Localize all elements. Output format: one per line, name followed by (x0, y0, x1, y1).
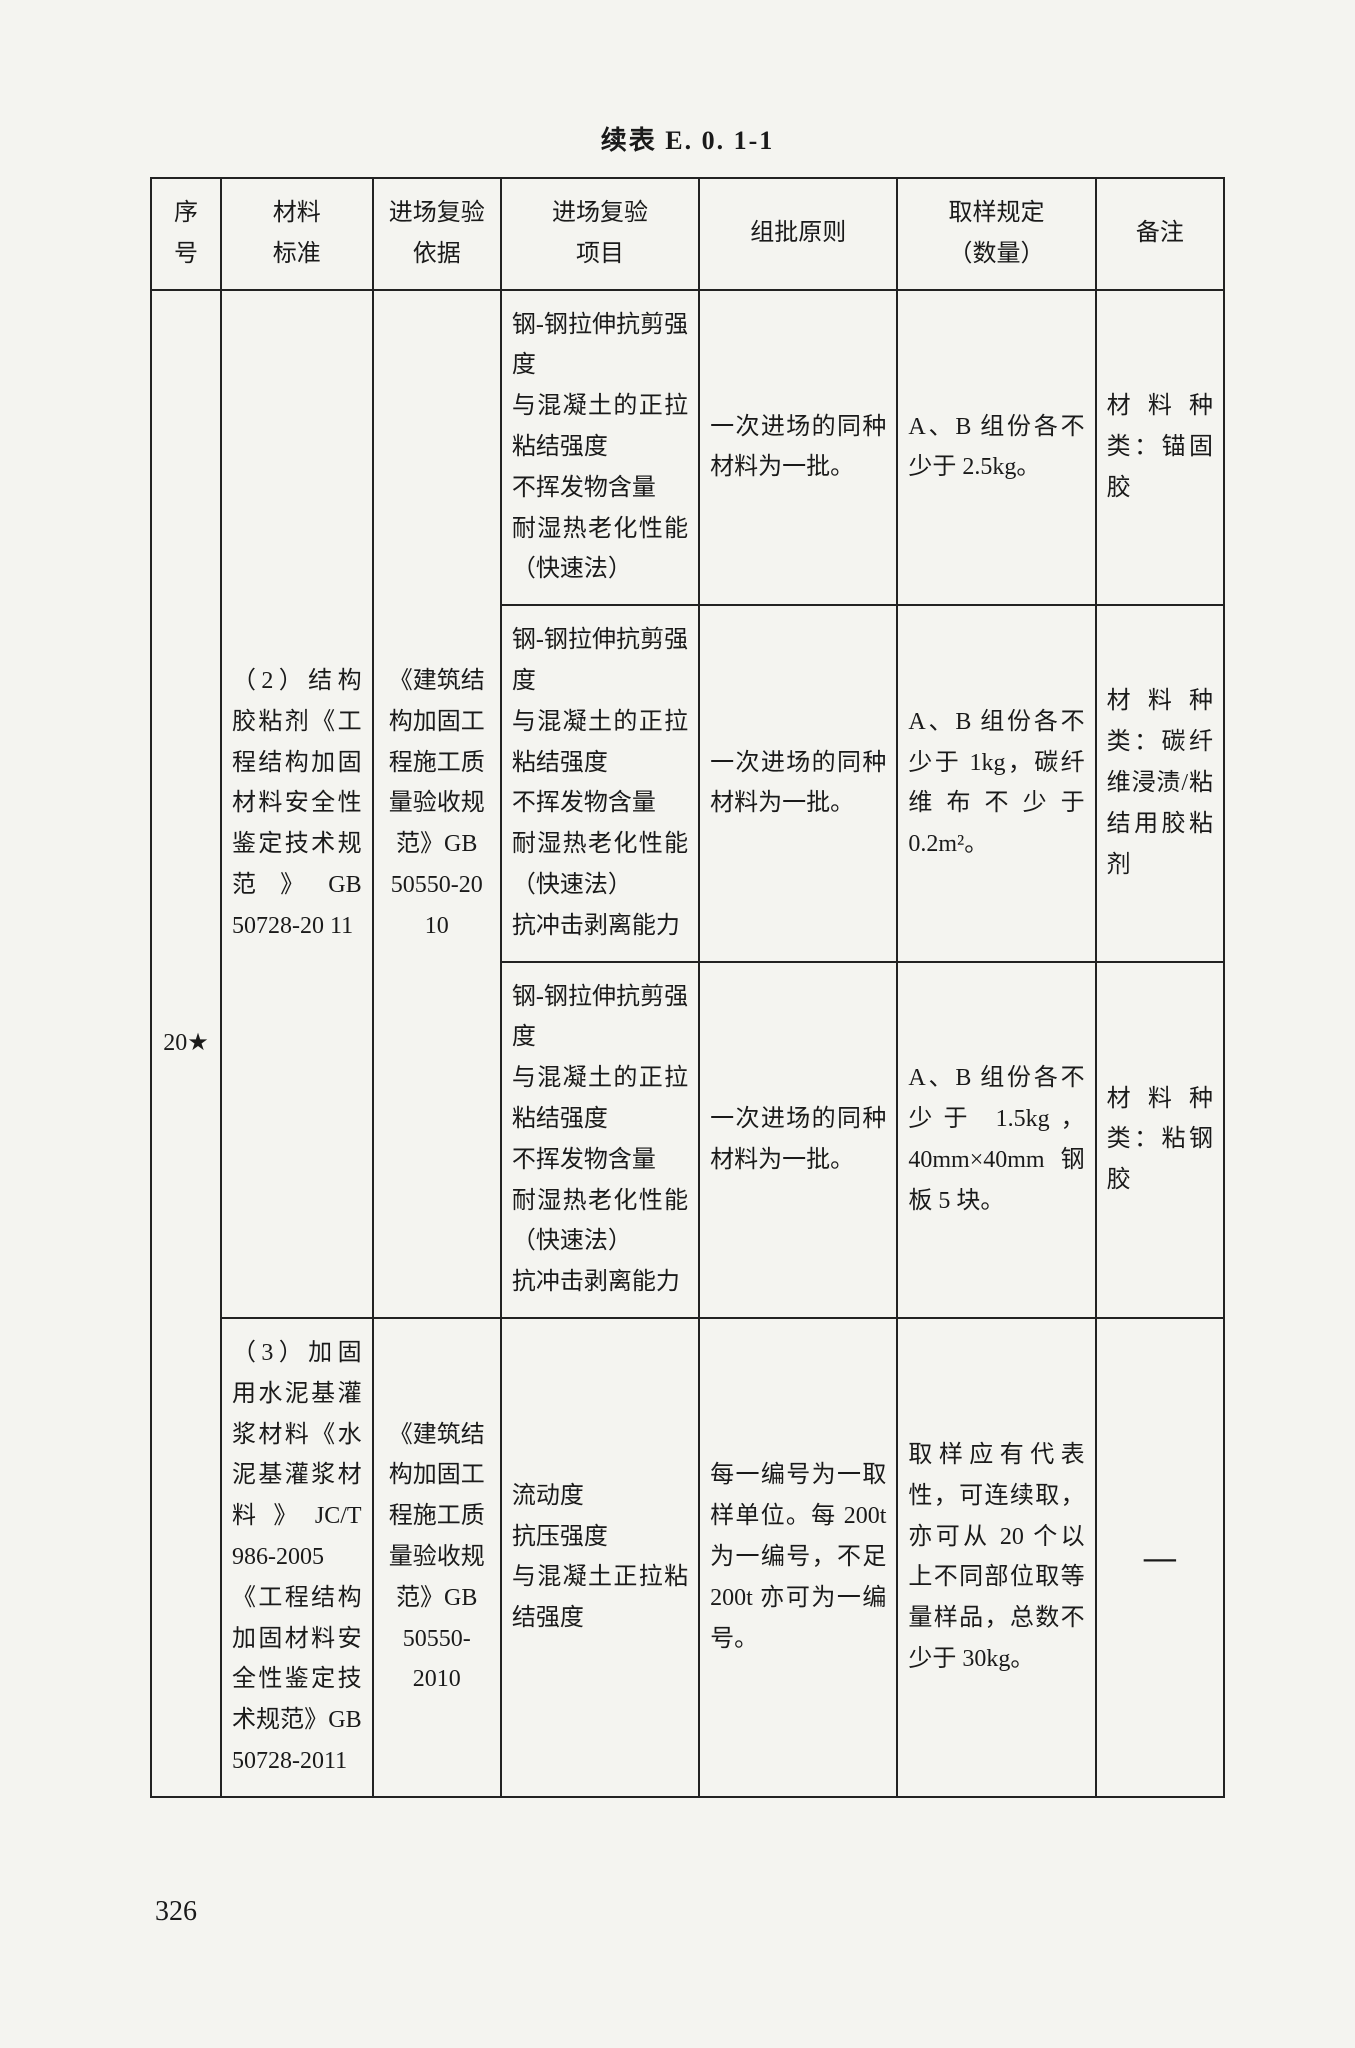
cell-basis-block1: 《建筑结构加固工程施工质量验收规范》GB 50550-20 10 (373, 290, 501, 1318)
cell-samp: A、B 组份各不少于 1.5kg，40mm×40mm 钢板 5 块。 (897, 962, 1095, 1318)
col-batch: 组批原则 (699, 178, 897, 290)
cell-note: 材料种类：粘钢胶 (1096, 962, 1224, 1318)
col-item: 进场复验项目 (501, 178, 699, 290)
cell-batch: 每一编号为一取样单位。每 200t 为一编号，不足 200t 亦可为一编号。 (699, 1318, 897, 1797)
document-page: 续表 E. 0. 1-1 序号 材料标准 进场复验依据 进场复验项目 组批原则 … (0, 0, 1355, 2048)
cell-basis-block2: 《建筑结构加固工程施工质量验收规范》GB 50550-2010 (373, 1318, 501, 1797)
spec-table: 序号 材料标准 进场复验依据 进场复验项目 组批原则 取样规定（数量） 备注 2… (150, 177, 1225, 1798)
cell-batch: 一次进场的同种材料为一批。 (699, 290, 897, 606)
col-std: 材料标准 (221, 178, 373, 290)
col-note: 备注 (1096, 178, 1224, 290)
table-header-row: 序号 材料标准 进场复验依据 进场复验项目 组批原则 取样规定（数量） 备注 (151, 178, 1224, 290)
cell-item: 流动度抗压强度与混凝土正拉粘结强度 (501, 1318, 699, 1797)
col-seq: 序号 (151, 178, 221, 290)
cell-item: 钢-钢拉伸抗剪强度与混凝土的正拉粘结强度不挥发物含量耐湿热老化性能（快速法）抗冲… (501, 962, 699, 1318)
cell-std-block1: （2）结构胶粘剂《工程结构加固材料安全性鉴定技术规范》GB 50728-20 1… (221, 290, 373, 1318)
cell-samp: 取样应有代表性，可连续取，亦可从 20 个以上不同部位取等量样品，总数不少于 3… (897, 1318, 1095, 1797)
cell-std-block2: （3）加固用水泥基灌浆材料《水泥基灌浆材料》JC/T 986-2005《工程结构… (221, 1318, 373, 1797)
table-row: （3）加固用水泥基灌浆材料《水泥基灌浆材料》JC/T 986-2005《工程结构… (151, 1318, 1224, 1797)
cell-note: 材料种类：碳纤维浸渍/粘结用胶粘剂 (1096, 605, 1224, 961)
cell-note: — (1096, 1318, 1224, 1797)
cell-seq: 20★ (151, 290, 221, 1797)
cell-item: 钢-钢拉伸抗剪强度与混凝土的正拉粘结强度不挥发物含量耐湿热老化性能（快速法） (501, 290, 699, 606)
cell-samp: A、B 组份各不少于 2.5kg。 (897, 290, 1095, 606)
cell-batch: 一次进场的同种材料为一批。 (699, 962, 897, 1318)
table-row: 20★ （2）结构胶粘剂《工程结构加固材料安全性鉴定技术规范》GB 50728-… (151, 290, 1224, 606)
table-caption: 续表 E. 0. 1-1 (150, 120, 1225, 157)
col-samp: 取样规定（数量） (897, 178, 1095, 290)
page-number: 326 (155, 1896, 197, 1928)
cell-note: 材料种类：锚固胶 (1096, 290, 1224, 606)
cell-batch: 一次进场的同种材料为一批。 (699, 605, 897, 961)
col-basis: 进场复验依据 (373, 178, 501, 290)
cell-item: 钢-钢拉伸抗剪强度与混凝土的正拉粘结强度不挥发物含量耐湿热老化性能（快速法）抗冲… (501, 605, 699, 961)
cell-samp: A、B 组份各不少于 1kg，碳纤维布不少于 0.2m²。 (897, 605, 1095, 961)
